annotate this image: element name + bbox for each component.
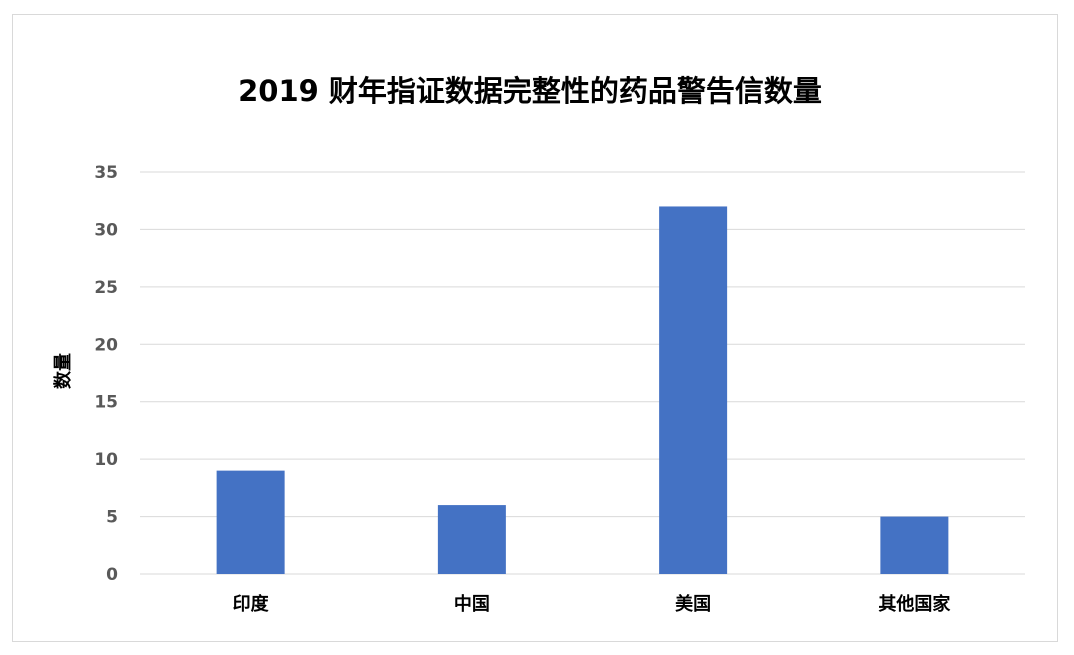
y-tick-label: 15 bbox=[94, 393, 118, 413]
x-category-label: 印度 bbox=[233, 593, 270, 615]
y-tick-label: 35 bbox=[94, 163, 118, 183]
y-tick-label: 5 bbox=[106, 508, 118, 528]
y-tick-label: 25 bbox=[94, 278, 118, 298]
y-tick-label: 0 bbox=[106, 565, 118, 585]
x-category-label: 美国 bbox=[675, 593, 711, 615]
bar-1 bbox=[437, 505, 506, 574]
y-tick-label: 10 bbox=[94, 450, 118, 470]
y-tick-label: 20 bbox=[94, 335, 118, 355]
x-category-label: 中国 bbox=[454, 593, 490, 615]
x-category-label: 其他国家 bbox=[878, 593, 951, 615]
y-tick-label: 30 bbox=[94, 220, 118, 240]
bar-0 bbox=[216, 470, 285, 574]
chart-title: 2019 财年指证数据完整性的药品警告信数量 bbox=[238, 74, 822, 108]
bar-3 bbox=[880, 516, 949, 574]
bar-2 bbox=[659, 206, 728, 574]
